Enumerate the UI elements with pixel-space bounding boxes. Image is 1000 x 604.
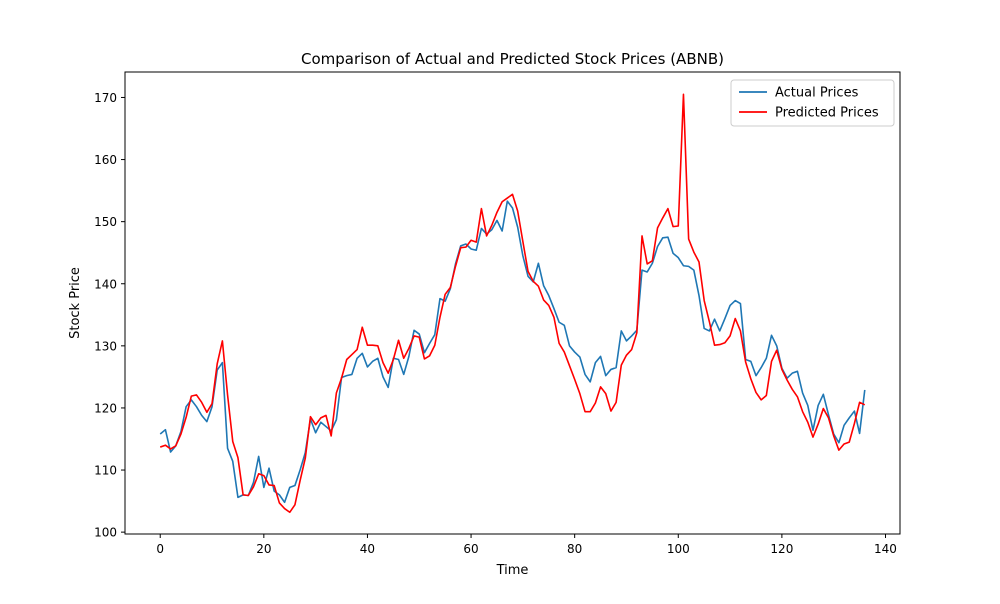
x-axis: 0 20 40 60 80 100 120 140 <box>156 534 897 556</box>
y-tick-label: 150 <box>94 215 117 229</box>
y-tick-label: 100 <box>94 526 117 540</box>
y-tick-label: 120 <box>94 401 117 415</box>
legend: Actual Prices Predicted Prices <box>730 79 895 127</box>
x-tick-label: 80 <box>567 542 582 556</box>
y-tick-label: 160 <box>94 153 117 167</box>
y-axis-label: Stock Price <box>68 267 83 339</box>
legend-box <box>730 79 895 127</box>
y-axis: 100 110 120 130 140 150 160 170 <box>94 91 125 540</box>
series-layer <box>159 93 866 514</box>
y-tick-label: 140 <box>94 277 117 291</box>
y-tick-label: 130 <box>94 339 117 353</box>
x-tick-label: 60 <box>463 542 478 556</box>
x-tick-label: 140 <box>874 542 897 556</box>
legend-label: Predicted Prices <box>775 106 879 121</box>
y-tick-label: 110 <box>94 464 117 478</box>
series-line-predicted-prices <box>159 93 866 514</box>
chart-title: Comparison of Actual and Predicted Stock… <box>301 50 724 68</box>
plot-area <box>124 71 901 535</box>
x-axis-label: Time <box>496 563 529 578</box>
axes-frame <box>124 71 901 535</box>
x-tick-label: 0 <box>156 542 164 556</box>
x-tick-label: 20 <box>256 542 271 556</box>
y-tick-label: 170 <box>94 91 117 105</box>
x-tick-label: 100 <box>667 542 690 556</box>
series-line-actual-prices <box>159 200 866 504</box>
x-tick-label: 120 <box>770 542 793 556</box>
legend-label: Actual Prices <box>775 86 859 101</box>
x-tick-label: 40 <box>360 542 375 556</box>
